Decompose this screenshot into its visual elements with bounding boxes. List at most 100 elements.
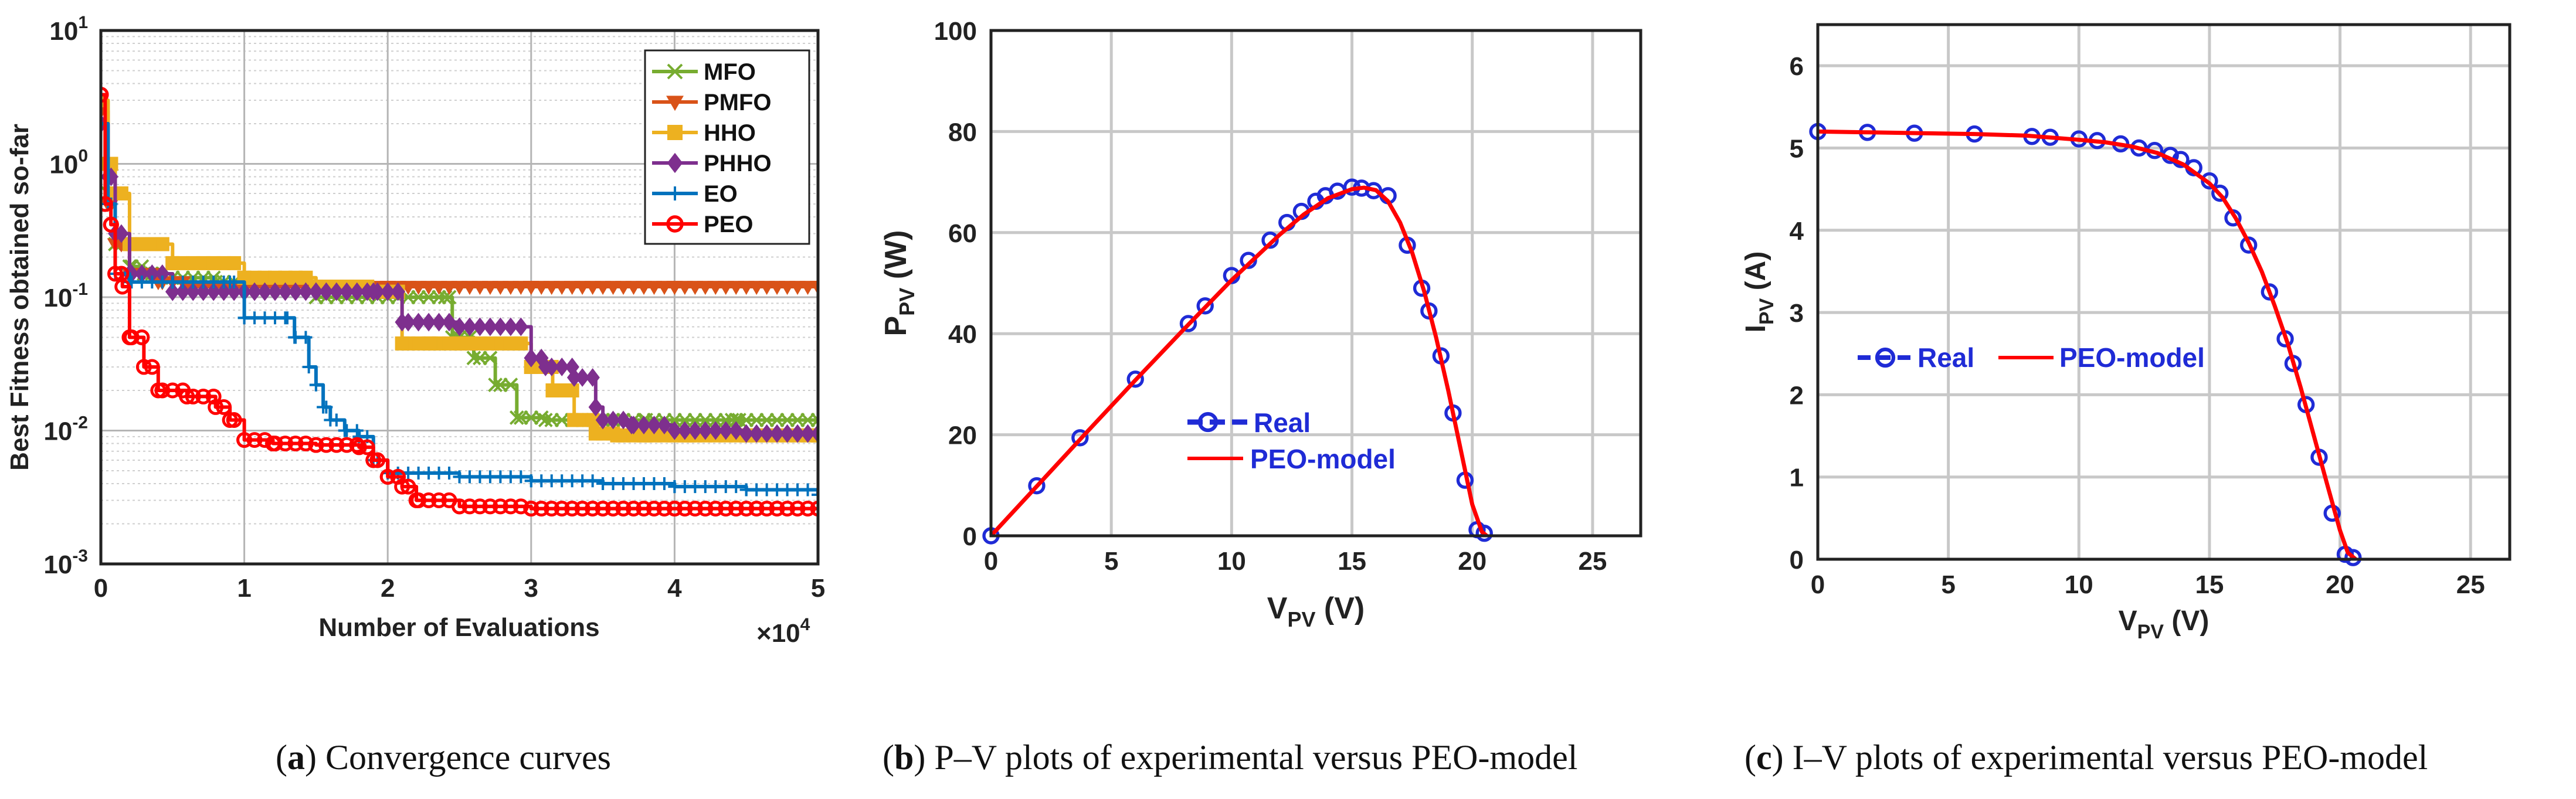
data-point <box>223 276 237 289</box>
data-point <box>267 282 283 301</box>
legend: Real PEO-model <box>1858 342 2205 373</box>
data-point <box>565 383 579 398</box>
data-point <box>810 413 818 427</box>
data-point <box>739 424 754 443</box>
legend-label-phho: PHHO <box>704 151 772 176</box>
data-point <box>324 413 337 427</box>
data-point <box>533 501 549 517</box>
data-point <box>666 501 683 517</box>
data-point <box>509 410 524 425</box>
y-tick-label: 100 <box>49 147 88 179</box>
legend: Real PEO-model <box>1187 407 1396 474</box>
data-point <box>1071 429 1089 447</box>
data-point <box>166 276 179 289</box>
x-tick-label: 5 <box>1941 570 1955 599</box>
data-point <box>103 216 119 233</box>
data-point <box>769 424 785 443</box>
x-tick-label: 10 <box>2065 570 2093 599</box>
data-point <box>196 282 211 301</box>
data-point <box>769 501 785 517</box>
data-point <box>411 312 426 332</box>
pv-panel: 0 5 10 15 20 25 0 20 40 60 80 100 VPV (V) PPV (W) R… <box>879 17 1642 631</box>
data-point <box>738 281 755 295</box>
data-point <box>584 281 601 295</box>
data-point <box>246 432 263 448</box>
x-axis-label: VPV (V) <box>2119 606 2210 643</box>
data-point <box>606 410 620 430</box>
data-point <box>432 312 446 332</box>
x-tick-label: 10 <box>1217 547 1246 576</box>
data-point <box>677 281 693 295</box>
data-point <box>493 317 508 336</box>
data-point <box>739 483 753 497</box>
data-point <box>810 281 818 295</box>
y-tick-label: 20 <box>948 421 977 450</box>
x-axis-label: VPV (V) <box>1267 591 1365 631</box>
data-point <box>687 281 704 295</box>
data-point <box>708 421 723 440</box>
data-point <box>779 281 796 295</box>
data-point <box>461 281 478 295</box>
data-point <box>298 282 313 301</box>
data-point <box>812 488 818 502</box>
data-point <box>165 282 180 301</box>
data-point <box>800 501 816 517</box>
data-point <box>564 501 581 517</box>
data-point <box>566 368 582 387</box>
data-point <box>144 359 160 375</box>
data-point <box>1240 251 1257 269</box>
data-point <box>646 501 662 517</box>
data-point <box>2261 283 2279 301</box>
data-point <box>615 501 632 517</box>
data-point <box>452 336 467 351</box>
y-tick-label: 60 <box>948 219 977 248</box>
data-point <box>718 421 734 440</box>
x-tick-label: 0 <box>984 547 998 576</box>
data-point <box>636 281 652 295</box>
data-point <box>588 426 603 441</box>
data-point <box>513 498 529 515</box>
data-point <box>625 281 642 295</box>
data-point <box>538 358 553 376</box>
data-point <box>789 281 806 295</box>
data-point <box>302 360 315 373</box>
data-point <box>790 424 805 443</box>
data-point <box>351 439 367 455</box>
legend-box <box>644 49 810 245</box>
legend-marker <box>1197 412 1219 433</box>
y-tick-label: 0 <box>963 522 977 551</box>
data-point <box>522 281 539 295</box>
data-point <box>408 492 425 508</box>
data-point <box>810 424 818 443</box>
data-point <box>1126 370 1144 388</box>
data-point <box>717 281 734 295</box>
data-point <box>483 317 498 336</box>
data-point <box>380 282 395 301</box>
data-point <box>513 281 530 295</box>
data-point <box>538 413 553 427</box>
data-point <box>205 388 222 404</box>
data-point <box>605 281 622 295</box>
iv-panel: 0 5 10 15 20 25 0 1 2 3 4 5 6 VPV (V) IPV (A) Real PE… <box>1740 23 2511 643</box>
data-point <box>749 424 764 443</box>
data-point <box>185 282 201 301</box>
data-point <box>227 256 242 270</box>
y-tick-label: 1 <box>1790 464 1804 492</box>
data-point <box>430 281 447 295</box>
data-point <box>677 501 693 517</box>
data-point <box>185 388 201 404</box>
legend-label-real: Real <box>1254 407 1311 438</box>
data-point <box>121 329 138 345</box>
data-point <box>728 281 745 295</box>
data-point <box>379 468 396 485</box>
data-point <box>394 478 410 495</box>
series-real <box>982 178 1493 545</box>
data-point <box>423 336 438 351</box>
x-tick-label: 20 <box>2326 570 2354 599</box>
y-tick-label: 2 <box>1790 381 1804 410</box>
data-point <box>482 498 498 515</box>
y-tick-label: 40 <box>948 320 977 349</box>
data-point <box>667 421 682 440</box>
data-point <box>350 424 364 437</box>
data-point <box>544 501 560 517</box>
